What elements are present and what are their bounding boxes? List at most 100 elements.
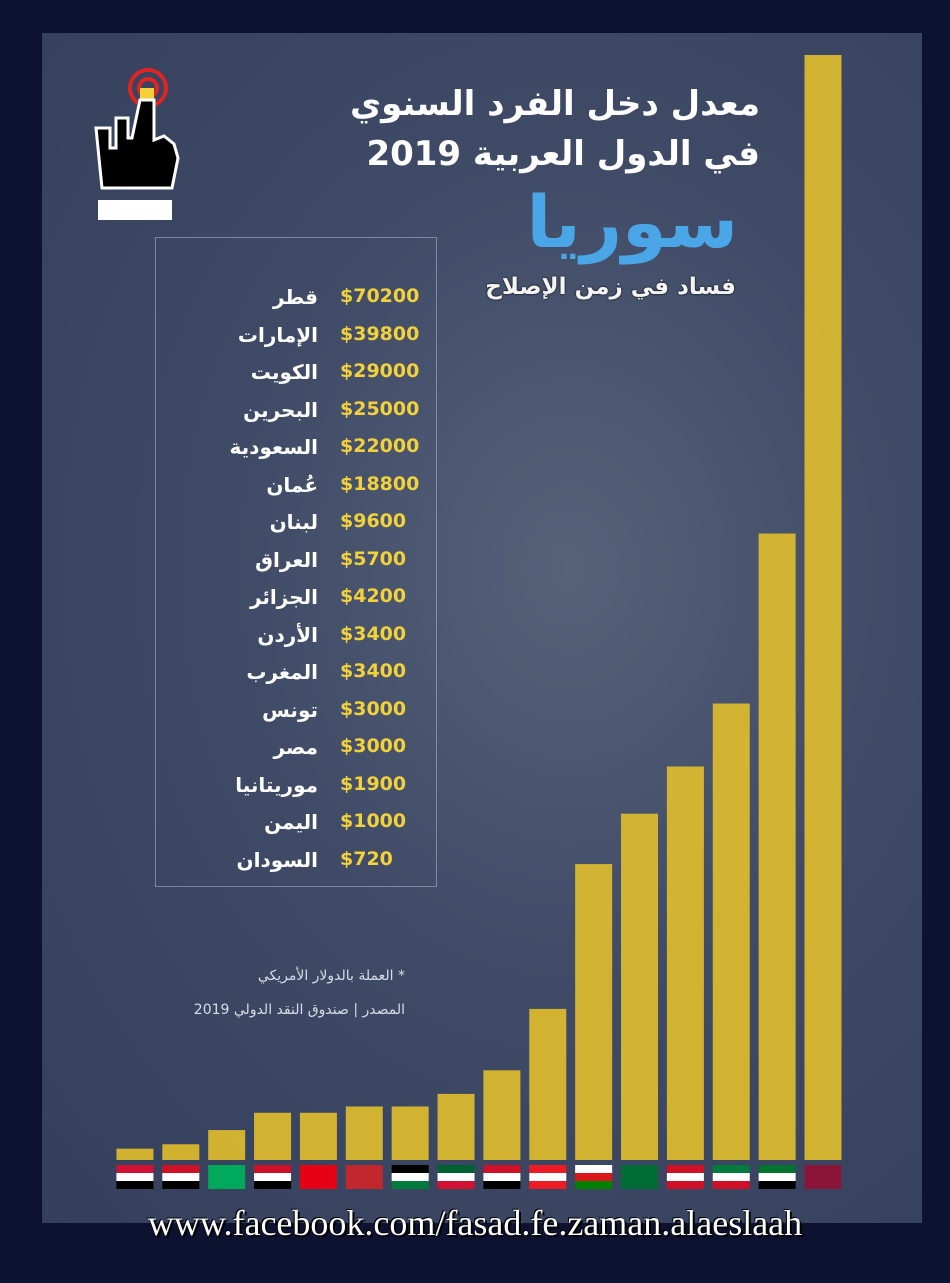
flag-stripe <box>804 1181 842 1189</box>
value-label: $18800 <box>340 472 420 495</box>
bar <box>804 55 842 1160</box>
flag-stripe <box>391 1173 429 1181</box>
flag-stripe <box>621 1165 659 1173</box>
flag-stripe <box>712 1165 750 1173</box>
value-label: $1000 <box>340 810 407 832</box>
flag-stripe <box>483 1165 521 1173</box>
flag-stripe <box>758 1181 796 1189</box>
flag-stripe <box>529 1173 567 1181</box>
flag-stripe <box>666 1181 704 1189</box>
bar <box>483 1070 521 1160</box>
flag-stripe <box>804 1173 842 1181</box>
country-name: البحرين <box>243 397 318 422</box>
flag-stripe <box>254 1173 292 1181</box>
country-name: مصر <box>273 735 318 759</box>
flag-stripe <box>345 1165 383 1173</box>
flag-stripe <box>391 1181 429 1189</box>
value-label: $29000 <box>340 360 420 382</box>
flag-stripe <box>162 1173 200 1181</box>
flag-stripe <box>208 1173 246 1181</box>
flag-stripe <box>575 1165 613 1173</box>
flag-stripe <box>804 1165 842 1173</box>
flag-stripe <box>712 1173 750 1181</box>
value-label: $3000 <box>340 697 407 720</box>
country-name: الإمارات <box>237 322 318 347</box>
value-label: $5700 <box>340 547 407 570</box>
bar <box>116 1148 154 1160</box>
value-label: $22000 <box>340 435 420 457</box>
flag-stripe <box>116 1173 154 1181</box>
value-label: $25000 <box>340 397 420 420</box>
value-label: $720 <box>340 847 393 870</box>
chart-title: معدل دخل الفرد السنوي <box>349 84 760 124</box>
bar <box>437 1093 475 1160</box>
value-label: $4200 <box>340 585 407 607</box>
flag-stripe <box>116 1165 154 1173</box>
flag-stripe <box>666 1165 704 1173</box>
bar <box>758 533 796 1160</box>
country-name: عُمان <box>266 472 318 497</box>
flag-stripe <box>758 1173 796 1181</box>
bar <box>208 1130 246 1160</box>
value-label: $3000 <box>340 735 407 757</box>
logo-icon <box>94 68 180 220</box>
bar <box>345 1106 383 1160</box>
flag-stripe <box>162 1165 200 1173</box>
flag-stripe <box>299 1173 337 1181</box>
source: المصدر | صندوق النقد الدولي 2019 <box>193 1002 405 1018</box>
flag-stripe <box>254 1181 292 1189</box>
page-url[interactable]: www.facebook.com/fasad.fe.zaman.alaeslaa… <box>147 1203 803 1243</box>
flag-stripe <box>712 1181 750 1189</box>
flag-stripe <box>758 1165 796 1173</box>
country-name: الأردن <box>257 622 318 647</box>
flag-stripe <box>437 1165 475 1173</box>
flag-stripe <box>621 1181 659 1189</box>
country-name: السودان <box>236 847 318 872</box>
flag-stripe <box>299 1165 337 1173</box>
flag-stripe <box>345 1181 383 1189</box>
country-name: لبنان <box>269 510 318 534</box>
flag-stripe <box>208 1181 246 1189</box>
flag-stripe <box>208 1165 246 1173</box>
country-name: السعودية <box>229 435 318 459</box>
table-box <box>155 237 437 887</box>
bar <box>712 703 750 1160</box>
bar <box>575 864 613 1160</box>
bar <box>162 1144 200 1160</box>
bar <box>621 813 659 1160</box>
country-name: الجزائر <box>249 585 318 609</box>
bar <box>529 1008 567 1160</box>
flag-stripe <box>299 1181 337 1189</box>
bar <box>391 1106 429 1160</box>
flag-stripe <box>575 1173 613 1181</box>
country-name: اليمن <box>264 810 318 834</box>
flag-stripe <box>575 1181 613 1189</box>
flag-stripe <box>345 1173 383 1181</box>
bar <box>666 766 704 1160</box>
flag-stripe <box>254 1165 292 1173</box>
country-name: المغرب <box>246 660 318 684</box>
country-name: قطر <box>272 285 318 309</box>
country-name: موريتانيا <box>235 772 318 797</box>
value-label: $39800 <box>340 322 420 345</box>
value-label: $1900 <box>340 772 407 795</box>
country-name: العراق <box>255 547 318 572</box>
logo-text: سوريا <box>526 180 738 264</box>
flag-stripe <box>621 1173 659 1181</box>
flag-stripe <box>437 1173 475 1181</box>
flag-stripe <box>391 1165 429 1173</box>
country-name: الكويت <box>250 360 318 384</box>
country-name: تونس <box>262 697 318 722</box>
value-label: $9600 <box>340 510 407 532</box>
chart-subtitle: في الدول العربية 2019 <box>366 134 760 174</box>
flag-stripe <box>483 1173 521 1181</box>
flag-stripe <box>162 1181 200 1189</box>
flag-stripe <box>116 1181 154 1189</box>
flag-stripe <box>437 1181 475 1189</box>
flag-stripe <box>529 1181 567 1189</box>
value-label: $70200 <box>340 285 420 307</box>
value-label: $3400 <box>340 660 407 682</box>
bar <box>254 1112 292 1160</box>
